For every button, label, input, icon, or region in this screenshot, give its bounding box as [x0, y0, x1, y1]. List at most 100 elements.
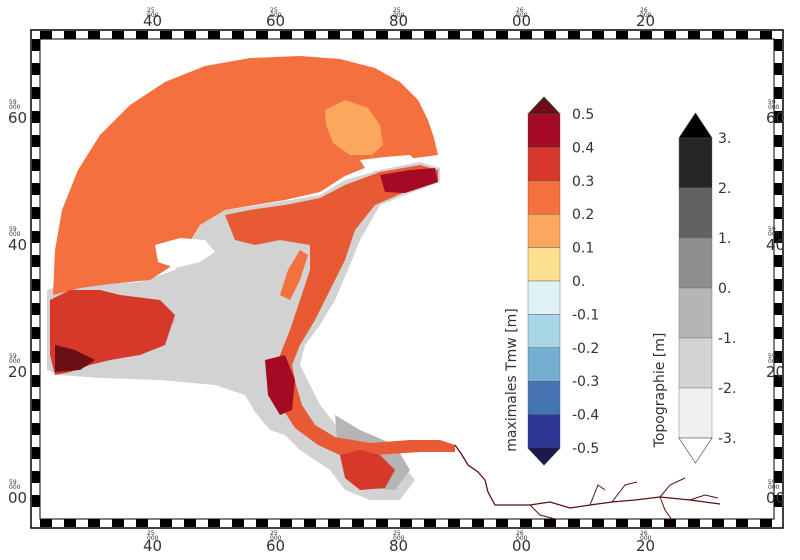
- river-tributaries: [529, 477, 719, 521]
- tick-label-minor: 25: [147, 7, 155, 14]
- frame-check-bottom: [640, 519, 652, 527]
- frame-check-right: [774, 279, 782, 291]
- frame-check-bottom: [424, 519, 436, 527]
- topo-colorbar-tick-label: -1.: [718, 331, 736, 347]
- topography-colorbar: 3. 2. 1. 0. -1. -2. -3. Topographie [m]: [652, 112, 736, 464]
- tick-label-major: 40: [8, 236, 27, 254]
- topo-colorbar-segment: [678, 387, 713, 439]
- tmw-colorbar-tick-label: 0.1: [572, 241, 594, 257]
- frame-check-top: [160, 31, 172, 39]
- tmw-colorbar: 0.5 0.4 0.3 0.2 0.1 0. -0.1 -0.2 -0.3 -0.4 -0.5 max…: [504, 96, 599, 466]
- frame-check-top: [568, 31, 580, 39]
- frame-check-right: [774, 159, 782, 171]
- tick-label-major: 20: [8, 363, 27, 381]
- tick-label-major: 40: [143, 12, 162, 30]
- topo-colorbar-title: Topographie [m]: [652, 333, 668, 449]
- frame-check-bottom: [592, 519, 604, 527]
- frame-check-bottom: [568, 519, 580, 527]
- frame-check-bottom: [64, 519, 76, 527]
- frame-check-bottom: [304, 519, 316, 527]
- tick-label-minor: 25: [393, 530, 401, 537]
- frame-check-bottom: [400, 519, 412, 527]
- frame-check-top: [424, 31, 436, 39]
- topo-colorbar-tick-label: -3.: [718, 431, 736, 447]
- topo-colorbar-under-triangle: [678, 437, 713, 464]
- tick-label-minor: 59: [768, 99, 776, 106]
- frame-check-right: [774, 327, 782, 339]
- tick-label-minor: 26: [516, 530, 524, 537]
- tick-label-minor: 25: [147, 530, 155, 537]
- tmw-colorbar-segment: [527, 180, 561, 215]
- topo-colorbar-segment: [678, 187, 713, 239]
- frame-check-right: [774, 303, 782, 315]
- tick-label-minor-sub: 000: [9, 231, 21, 238]
- tick-label-major: 20: [766, 363, 785, 381]
- frame-check-right: [774, 231, 782, 243]
- frame-check-top: [544, 31, 556, 39]
- tick-label-minor-sub: 000: [393, 12, 405, 19]
- tick-label-major: 00: [512, 12, 531, 30]
- frame-check-top: [472, 31, 484, 39]
- tick-label-minor-sub: 000: [516, 12, 528, 19]
- frame-check-bottom: [616, 519, 628, 527]
- tick-label-minor: 26: [640, 7, 648, 14]
- tmw-colorbar-tick-label: -0.4: [572, 408, 599, 424]
- tick-label-minor-sub: 000: [768, 358, 780, 365]
- frame-check-bottom: [448, 519, 460, 527]
- tick-label-minor-sub: 000: [147, 535, 159, 542]
- tick-label-minor-sub: 000: [768, 484, 780, 491]
- frame-check-top: [640, 31, 652, 39]
- tick-label-minor-sub: 000: [9, 484, 21, 491]
- frame-check-left: [32, 87, 40, 99]
- frame-check-left: [32, 303, 40, 315]
- frame-check-left: [32, 207, 40, 219]
- frame-check-left: [32, 183, 40, 195]
- frame-check-left: [32, 159, 40, 171]
- frame-check-top: [688, 31, 700, 39]
- frame-check-bottom: [352, 519, 364, 527]
- tick-label-minor: 26: [516, 7, 524, 14]
- topo-colorbar-segment: [678, 287, 713, 339]
- tick-label-major: 60: [266, 537, 285, 555]
- frame-check-bottom: [280, 519, 292, 527]
- tmw-colorbar-segment: [527, 347, 561, 382]
- topo-colorbar-tick-label: -2.: [718, 381, 736, 397]
- frame-check-bottom: [232, 519, 244, 527]
- frame-check-right: [774, 375, 782, 387]
- frame-check-bottom: [736, 519, 748, 527]
- frame-check-top: [520, 31, 532, 39]
- frame-check-top: [448, 31, 460, 39]
- tick-label-minor: 25: [270, 7, 278, 14]
- frame-check-left: [32, 375, 40, 387]
- tick-label-minor-sub: 000: [270, 12, 282, 19]
- tick-label-major: 40: [143, 537, 162, 555]
- frame-check-top: [328, 31, 340, 39]
- frame-check-top: [760, 31, 772, 39]
- tmw-delta-high: [340, 450, 395, 490]
- tick-label-minor-sub: 000: [147, 12, 159, 19]
- topo-colorbar-tick-label: 0.: [718, 281, 731, 297]
- topo-colorbar-segment: [678, 237, 713, 289]
- frame-check-left: [32, 63, 40, 75]
- frame-check-bottom: [112, 519, 124, 527]
- frame-check-top: [304, 31, 316, 39]
- tick-label-minor-sub: 000: [270, 535, 282, 542]
- map-plot-area: [47, 56, 721, 521]
- frame-check-top: [496, 31, 508, 39]
- frame-check-right: [774, 255, 782, 267]
- frame-check-left: [32, 351, 40, 363]
- frame-check-left: [32, 255, 40, 267]
- tick-label-major: 60: [8, 109, 27, 127]
- frame-check-left: [32, 327, 40, 339]
- frame-check-top: [736, 31, 748, 39]
- frame-check-bottom: [496, 519, 508, 527]
- frame-check-right: [774, 495, 782, 507]
- tick-label-minor: 59: [768, 479, 776, 486]
- topo-colorbar-segment: [678, 337, 713, 389]
- frame-check-top: [136, 31, 148, 39]
- frame-check-top: [88, 31, 100, 39]
- tick-label-minor: 25: [270, 530, 278, 537]
